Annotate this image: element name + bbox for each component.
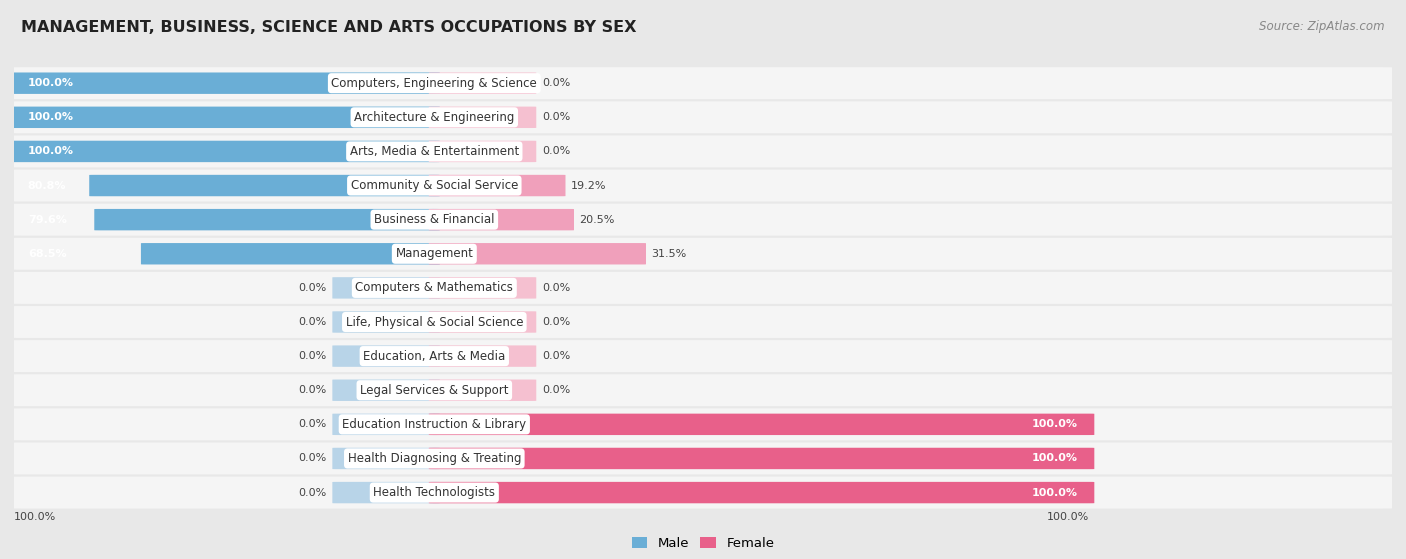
Text: 0.0%: 0.0% <box>298 351 326 361</box>
FancyBboxPatch shape <box>429 345 536 367</box>
Text: 100.0%: 100.0% <box>28 146 75 157</box>
Text: 0.0%: 0.0% <box>298 385 326 395</box>
FancyBboxPatch shape <box>10 238 1393 270</box>
Text: 100.0%: 100.0% <box>28 112 75 122</box>
FancyBboxPatch shape <box>10 272 1393 304</box>
Text: 20.5%: 20.5% <box>579 215 614 225</box>
Text: Community & Social Service: Community & Social Service <box>350 179 517 192</box>
Text: 100.0%: 100.0% <box>1032 453 1078 463</box>
FancyBboxPatch shape <box>10 375 1393 406</box>
FancyBboxPatch shape <box>429 277 536 299</box>
Text: 0.0%: 0.0% <box>298 487 326 498</box>
Text: 79.6%: 79.6% <box>28 215 66 225</box>
Text: Architecture & Engineering: Architecture & Engineering <box>354 111 515 124</box>
Text: 100.0%: 100.0% <box>1032 487 1078 498</box>
FancyBboxPatch shape <box>429 141 536 162</box>
Text: 19.2%: 19.2% <box>571 181 606 191</box>
FancyBboxPatch shape <box>141 243 440 264</box>
FancyBboxPatch shape <box>429 107 536 128</box>
Text: 0.0%: 0.0% <box>541 317 569 327</box>
Text: 0.0%: 0.0% <box>298 453 326 463</box>
FancyBboxPatch shape <box>10 67 1393 99</box>
Text: Life, Physical & Social Science: Life, Physical & Social Science <box>346 315 523 329</box>
FancyBboxPatch shape <box>429 209 574 230</box>
FancyBboxPatch shape <box>332 448 440 469</box>
Text: 0.0%: 0.0% <box>298 419 326 429</box>
Text: 100.0%: 100.0% <box>14 512 56 522</box>
FancyBboxPatch shape <box>429 73 536 94</box>
Text: 68.5%: 68.5% <box>28 249 66 259</box>
Text: MANAGEMENT, BUSINESS, SCIENCE AND ARTS OCCUPATIONS BY SEX: MANAGEMENT, BUSINESS, SCIENCE AND ARTS O… <box>21 20 637 35</box>
FancyBboxPatch shape <box>10 306 1393 338</box>
Text: Health Diagnosing & Treating: Health Diagnosing & Treating <box>347 452 522 465</box>
FancyBboxPatch shape <box>10 203 1393 236</box>
FancyBboxPatch shape <box>332 345 440 367</box>
Text: 100.0%: 100.0% <box>1046 512 1088 522</box>
FancyBboxPatch shape <box>8 107 440 128</box>
FancyBboxPatch shape <box>10 409 1393 440</box>
Text: 0.0%: 0.0% <box>541 78 569 88</box>
FancyBboxPatch shape <box>10 169 1393 201</box>
FancyBboxPatch shape <box>429 380 536 401</box>
FancyBboxPatch shape <box>332 380 440 401</box>
Text: 0.0%: 0.0% <box>541 283 569 293</box>
Text: Education Instruction & Library: Education Instruction & Library <box>342 418 526 431</box>
Text: Health Technologists: Health Technologists <box>374 486 495 499</box>
Text: 0.0%: 0.0% <box>541 146 569 157</box>
Text: 0.0%: 0.0% <box>541 385 569 395</box>
FancyBboxPatch shape <box>429 311 536 333</box>
Text: Arts, Media & Entertainment: Arts, Media & Entertainment <box>350 145 519 158</box>
Text: Legal Services & Support: Legal Services & Support <box>360 383 509 397</box>
FancyBboxPatch shape <box>10 443 1393 475</box>
FancyBboxPatch shape <box>429 414 1094 435</box>
Text: Management: Management <box>395 247 474 260</box>
FancyBboxPatch shape <box>332 277 440 299</box>
FancyBboxPatch shape <box>8 141 440 162</box>
Text: Computers & Mathematics: Computers & Mathematics <box>356 281 513 295</box>
Text: 100.0%: 100.0% <box>28 78 75 88</box>
FancyBboxPatch shape <box>429 243 645 264</box>
FancyBboxPatch shape <box>8 73 440 94</box>
Text: 0.0%: 0.0% <box>298 317 326 327</box>
Text: 31.5%: 31.5% <box>651 249 686 259</box>
FancyBboxPatch shape <box>10 101 1393 133</box>
Text: 80.8%: 80.8% <box>28 181 66 191</box>
FancyBboxPatch shape <box>94 209 440 230</box>
FancyBboxPatch shape <box>10 477 1393 509</box>
FancyBboxPatch shape <box>429 482 1094 503</box>
FancyBboxPatch shape <box>429 448 1094 469</box>
FancyBboxPatch shape <box>89 175 440 196</box>
FancyBboxPatch shape <box>332 311 440 333</box>
FancyBboxPatch shape <box>332 414 440 435</box>
FancyBboxPatch shape <box>332 482 440 503</box>
FancyBboxPatch shape <box>10 135 1393 167</box>
Text: Education, Arts & Media: Education, Arts & Media <box>363 349 505 363</box>
Text: 0.0%: 0.0% <box>541 112 569 122</box>
Text: Computers, Engineering & Science: Computers, Engineering & Science <box>332 77 537 89</box>
Legend: Male, Female: Male, Female <box>626 532 780 555</box>
Text: 0.0%: 0.0% <box>541 351 569 361</box>
Text: Business & Financial: Business & Financial <box>374 213 495 226</box>
FancyBboxPatch shape <box>429 175 565 196</box>
FancyBboxPatch shape <box>10 340 1393 372</box>
Text: Source: ZipAtlas.com: Source: ZipAtlas.com <box>1260 20 1385 32</box>
Text: 100.0%: 100.0% <box>1032 419 1078 429</box>
Text: 0.0%: 0.0% <box>298 283 326 293</box>
